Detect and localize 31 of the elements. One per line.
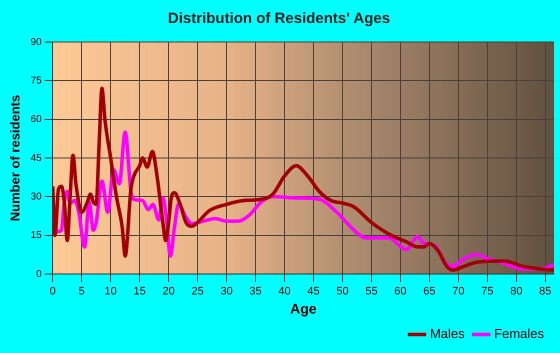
x-tick-label: 15 (134, 286, 146, 298)
x-tick-label: 35 (249, 286, 262, 298)
legend-label: Females (494, 326, 544, 342)
x-tick-label: 20 (162, 286, 175, 298)
x-tick-label: 0 (50, 286, 56, 298)
x-tick-label: 30 (220, 286, 233, 298)
x-tick-label: 65 (423, 286, 436, 298)
y-tick-label: 75 (30, 75, 42, 86)
x-tick-label: 55 (365, 286, 378, 298)
line-series (52, 86, 554, 272)
x-tick-label: 75 (481, 286, 494, 298)
x-tick-label: 10 (104, 286, 117, 298)
x-tick-label: 50 (336, 286, 349, 298)
x-tick-label: 5 (78, 286, 85, 298)
y-tick-label: 30 (30, 191, 42, 202)
chart-title: Distribution of Residents' Ages (168, 10, 390, 28)
y-tick-label: 0 (36, 268, 42, 280)
x-tick-label: 25 (191, 286, 204, 298)
x-tick-label: 80 (510, 286, 522, 298)
x-tick-label: 60 (394, 286, 407, 298)
x-tick-label: 85 (539, 286, 552, 298)
x-tick-label: 70 (452, 286, 465, 298)
y-tick-label: 90 (30, 36, 42, 48)
y-tick-label: 45 (30, 152, 42, 164)
x-tick-label: 40 (278, 286, 291, 298)
x-tick-label: 45 (307, 286, 320, 298)
y-axis-title: Number of residents (7, 94, 22, 222)
y-tick-label: 15 (30, 230, 42, 242)
legend-label: Males (430, 326, 466, 342)
y-tick-label: 60 (30, 114, 42, 126)
x-axis-title: Age (290, 300, 317, 316)
